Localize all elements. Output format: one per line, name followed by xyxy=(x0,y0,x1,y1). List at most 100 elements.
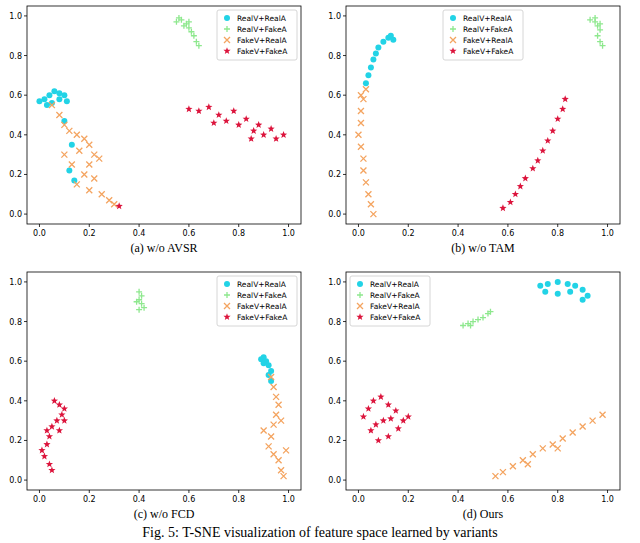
point xyxy=(51,397,58,404)
point xyxy=(365,72,371,78)
point xyxy=(43,427,50,434)
legend-marker xyxy=(224,15,230,21)
x-tick-label: 0.4 xyxy=(133,229,146,238)
point xyxy=(368,201,374,207)
x-tick-label: 0.8 xyxy=(232,229,245,238)
legend-label: FakeV+FakeA xyxy=(370,313,421,322)
point xyxy=(559,105,566,112)
legend-box xyxy=(350,276,430,326)
point xyxy=(61,417,68,424)
legend-label: FakeV+FakeA xyxy=(463,47,514,56)
x-tick xyxy=(238,490,239,493)
point xyxy=(380,39,386,45)
y-tick-label: 0.2 xyxy=(328,436,341,445)
subplot-title: (b) w/o TAM xyxy=(451,241,515,255)
point xyxy=(278,418,284,424)
point xyxy=(600,43,606,49)
series xyxy=(49,102,117,207)
point xyxy=(58,411,65,418)
legend-label: RealV+RealA xyxy=(237,280,287,289)
point xyxy=(271,384,277,390)
point xyxy=(261,428,267,434)
x-tick xyxy=(607,490,608,493)
point xyxy=(487,309,493,315)
point xyxy=(195,107,202,114)
legend-label: FakeV+RealA xyxy=(463,36,513,45)
point xyxy=(46,92,52,98)
y-tick-label: 1.0 xyxy=(328,12,341,21)
point xyxy=(41,453,48,460)
legend-marker xyxy=(357,292,363,298)
plot-frame xyxy=(346,272,620,490)
point xyxy=(370,397,377,404)
point xyxy=(545,281,551,287)
series xyxy=(499,95,569,211)
point xyxy=(600,412,606,418)
point xyxy=(530,451,536,457)
point xyxy=(272,135,279,142)
legend-label: FakeV+RealA xyxy=(237,302,287,311)
y-tick-label: 1.0 xyxy=(9,278,22,287)
y-tick xyxy=(343,480,346,481)
subplot-title: (d) Ours xyxy=(463,507,504,521)
x-tick-label: 0.8 xyxy=(232,495,245,504)
x-tick xyxy=(458,490,459,493)
point xyxy=(41,96,47,102)
x-tick-label: 1.0 xyxy=(601,229,614,238)
point xyxy=(358,120,364,126)
point xyxy=(69,142,75,148)
point xyxy=(111,201,117,207)
y-tick-label: 0.8 xyxy=(328,52,341,61)
y-tick-label: 1.0 xyxy=(9,12,22,21)
x-tick-label: 0.4 xyxy=(452,495,465,504)
point xyxy=(540,445,546,451)
y-tick xyxy=(24,214,27,215)
y-tick xyxy=(343,95,346,96)
point xyxy=(56,112,62,118)
legend-marker xyxy=(357,303,363,309)
series xyxy=(537,279,590,303)
x-tick-label: 0.6 xyxy=(183,229,196,238)
point xyxy=(400,417,407,424)
x-tick xyxy=(188,224,189,227)
point xyxy=(555,291,561,297)
y-tick-label: 0.8 xyxy=(9,318,22,327)
x-tick-label: 0.2 xyxy=(402,229,415,238)
point xyxy=(492,473,498,479)
point xyxy=(534,157,541,164)
y-tick-label: 0.4 xyxy=(328,131,341,140)
point xyxy=(56,96,62,102)
subplot: 0.00.20.40.60.81.00.00.20.40.60.81.0Real… xyxy=(9,272,301,521)
legend-label: FakeV+RealA xyxy=(237,36,287,45)
y-tick-label: 0.0 xyxy=(328,476,341,485)
point xyxy=(38,447,45,454)
point xyxy=(385,433,392,440)
point xyxy=(196,43,202,49)
point xyxy=(49,102,55,108)
point xyxy=(510,463,516,469)
y-tick-label: 1.0 xyxy=(328,278,341,287)
point xyxy=(66,128,72,134)
points xyxy=(38,289,289,479)
y-tick-label: 0.6 xyxy=(9,357,22,366)
y-tick-label: 0.2 xyxy=(9,170,22,179)
y-tick xyxy=(24,95,27,96)
legend-label: FakeV+RealA xyxy=(370,302,420,311)
y-tick xyxy=(343,214,346,215)
point xyxy=(358,144,364,150)
point xyxy=(500,469,506,475)
y-tick-label: 0.6 xyxy=(328,91,341,100)
x-tick-label: 0.0 xyxy=(352,229,365,238)
point xyxy=(580,297,586,303)
legend: RealV+RealARealV+FakeAFakeV+RealAFakeV+F… xyxy=(350,276,430,326)
x-tick-label: 0.0 xyxy=(33,495,46,504)
point xyxy=(185,105,192,112)
point xyxy=(365,405,372,412)
point xyxy=(191,33,197,39)
point xyxy=(368,64,374,70)
point xyxy=(554,115,561,122)
legend-label: RealV+RealA xyxy=(370,280,420,289)
x-tick xyxy=(458,224,459,227)
point xyxy=(499,204,506,211)
y-tick xyxy=(343,15,346,16)
